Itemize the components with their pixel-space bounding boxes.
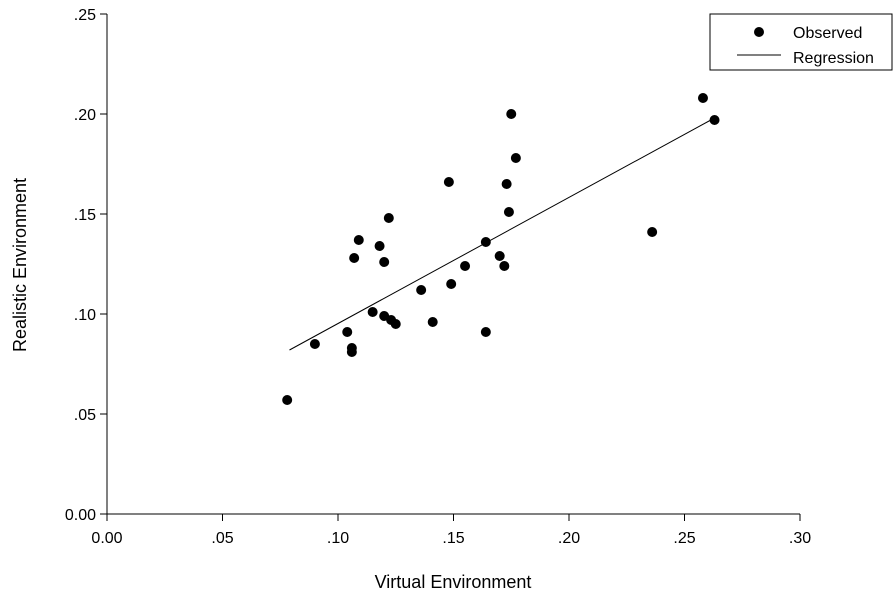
observed-point [309,339,320,349]
observed-point [480,237,491,247]
observed-point [460,261,471,271]
observed-point [503,207,514,217]
legend-label: Observed [793,25,862,42]
y-axis-ticks: 0.00 .05 .10 .15 .20 .25 [65,7,107,524]
y-axis-title: Realistic Environment [10,178,30,352]
observed-point [499,261,510,271]
observed-point [346,347,357,357]
axes [106,14,800,515]
observed-series [282,93,720,405]
x-axis-ticks: 0.00 .05 .10 .15 .20 .25 .30 [91,514,811,547]
observed-point [349,253,360,263]
observed-point [379,257,390,267]
observed-point [647,227,658,237]
observed-point [367,307,378,317]
y-tick-label: .20 [74,107,96,124]
legend-label: Regression [793,50,874,67]
x-tick-label: .20 [558,530,580,547]
x-tick-label: .05 [211,530,233,547]
regression-series [289,117,715,351]
x-tick-label: .10 [327,530,349,547]
observed-point [282,395,293,405]
observed-point [480,327,491,337]
legend: Observed Regression [709,13,893,71]
observed-point [427,317,438,327]
observed-point [697,93,708,103]
y-tick-label: .10 [74,307,96,324]
regression-line [289,117,715,351]
observed-point [510,153,521,163]
observed-point [494,251,505,261]
observed-point [506,109,517,119]
observed-point [390,319,401,329]
y-tick-label: 0.00 [65,507,96,524]
y-tick-label: .25 [74,7,96,24]
observed-point [383,213,394,223]
y-tick-label: .15 [74,207,96,224]
observed-point [501,179,512,189]
x-tick-label: .30 [789,530,811,547]
legend-marker-observed [754,27,764,37]
observed-point [342,327,353,337]
observed-point [709,115,720,125]
x-axis-title: Virtual Environment [375,572,532,592]
y-tick-label: .05 [74,407,96,424]
observed-point [374,241,385,251]
x-tick-label: .15 [442,530,464,547]
observed-point [443,177,454,187]
x-tick-label: 0.00 [91,530,122,547]
x-tick-label: .25 [673,530,695,547]
observed-point [416,285,427,295]
observed-point [353,235,364,245]
legend-box [709,13,893,71]
observed-point [446,279,457,289]
